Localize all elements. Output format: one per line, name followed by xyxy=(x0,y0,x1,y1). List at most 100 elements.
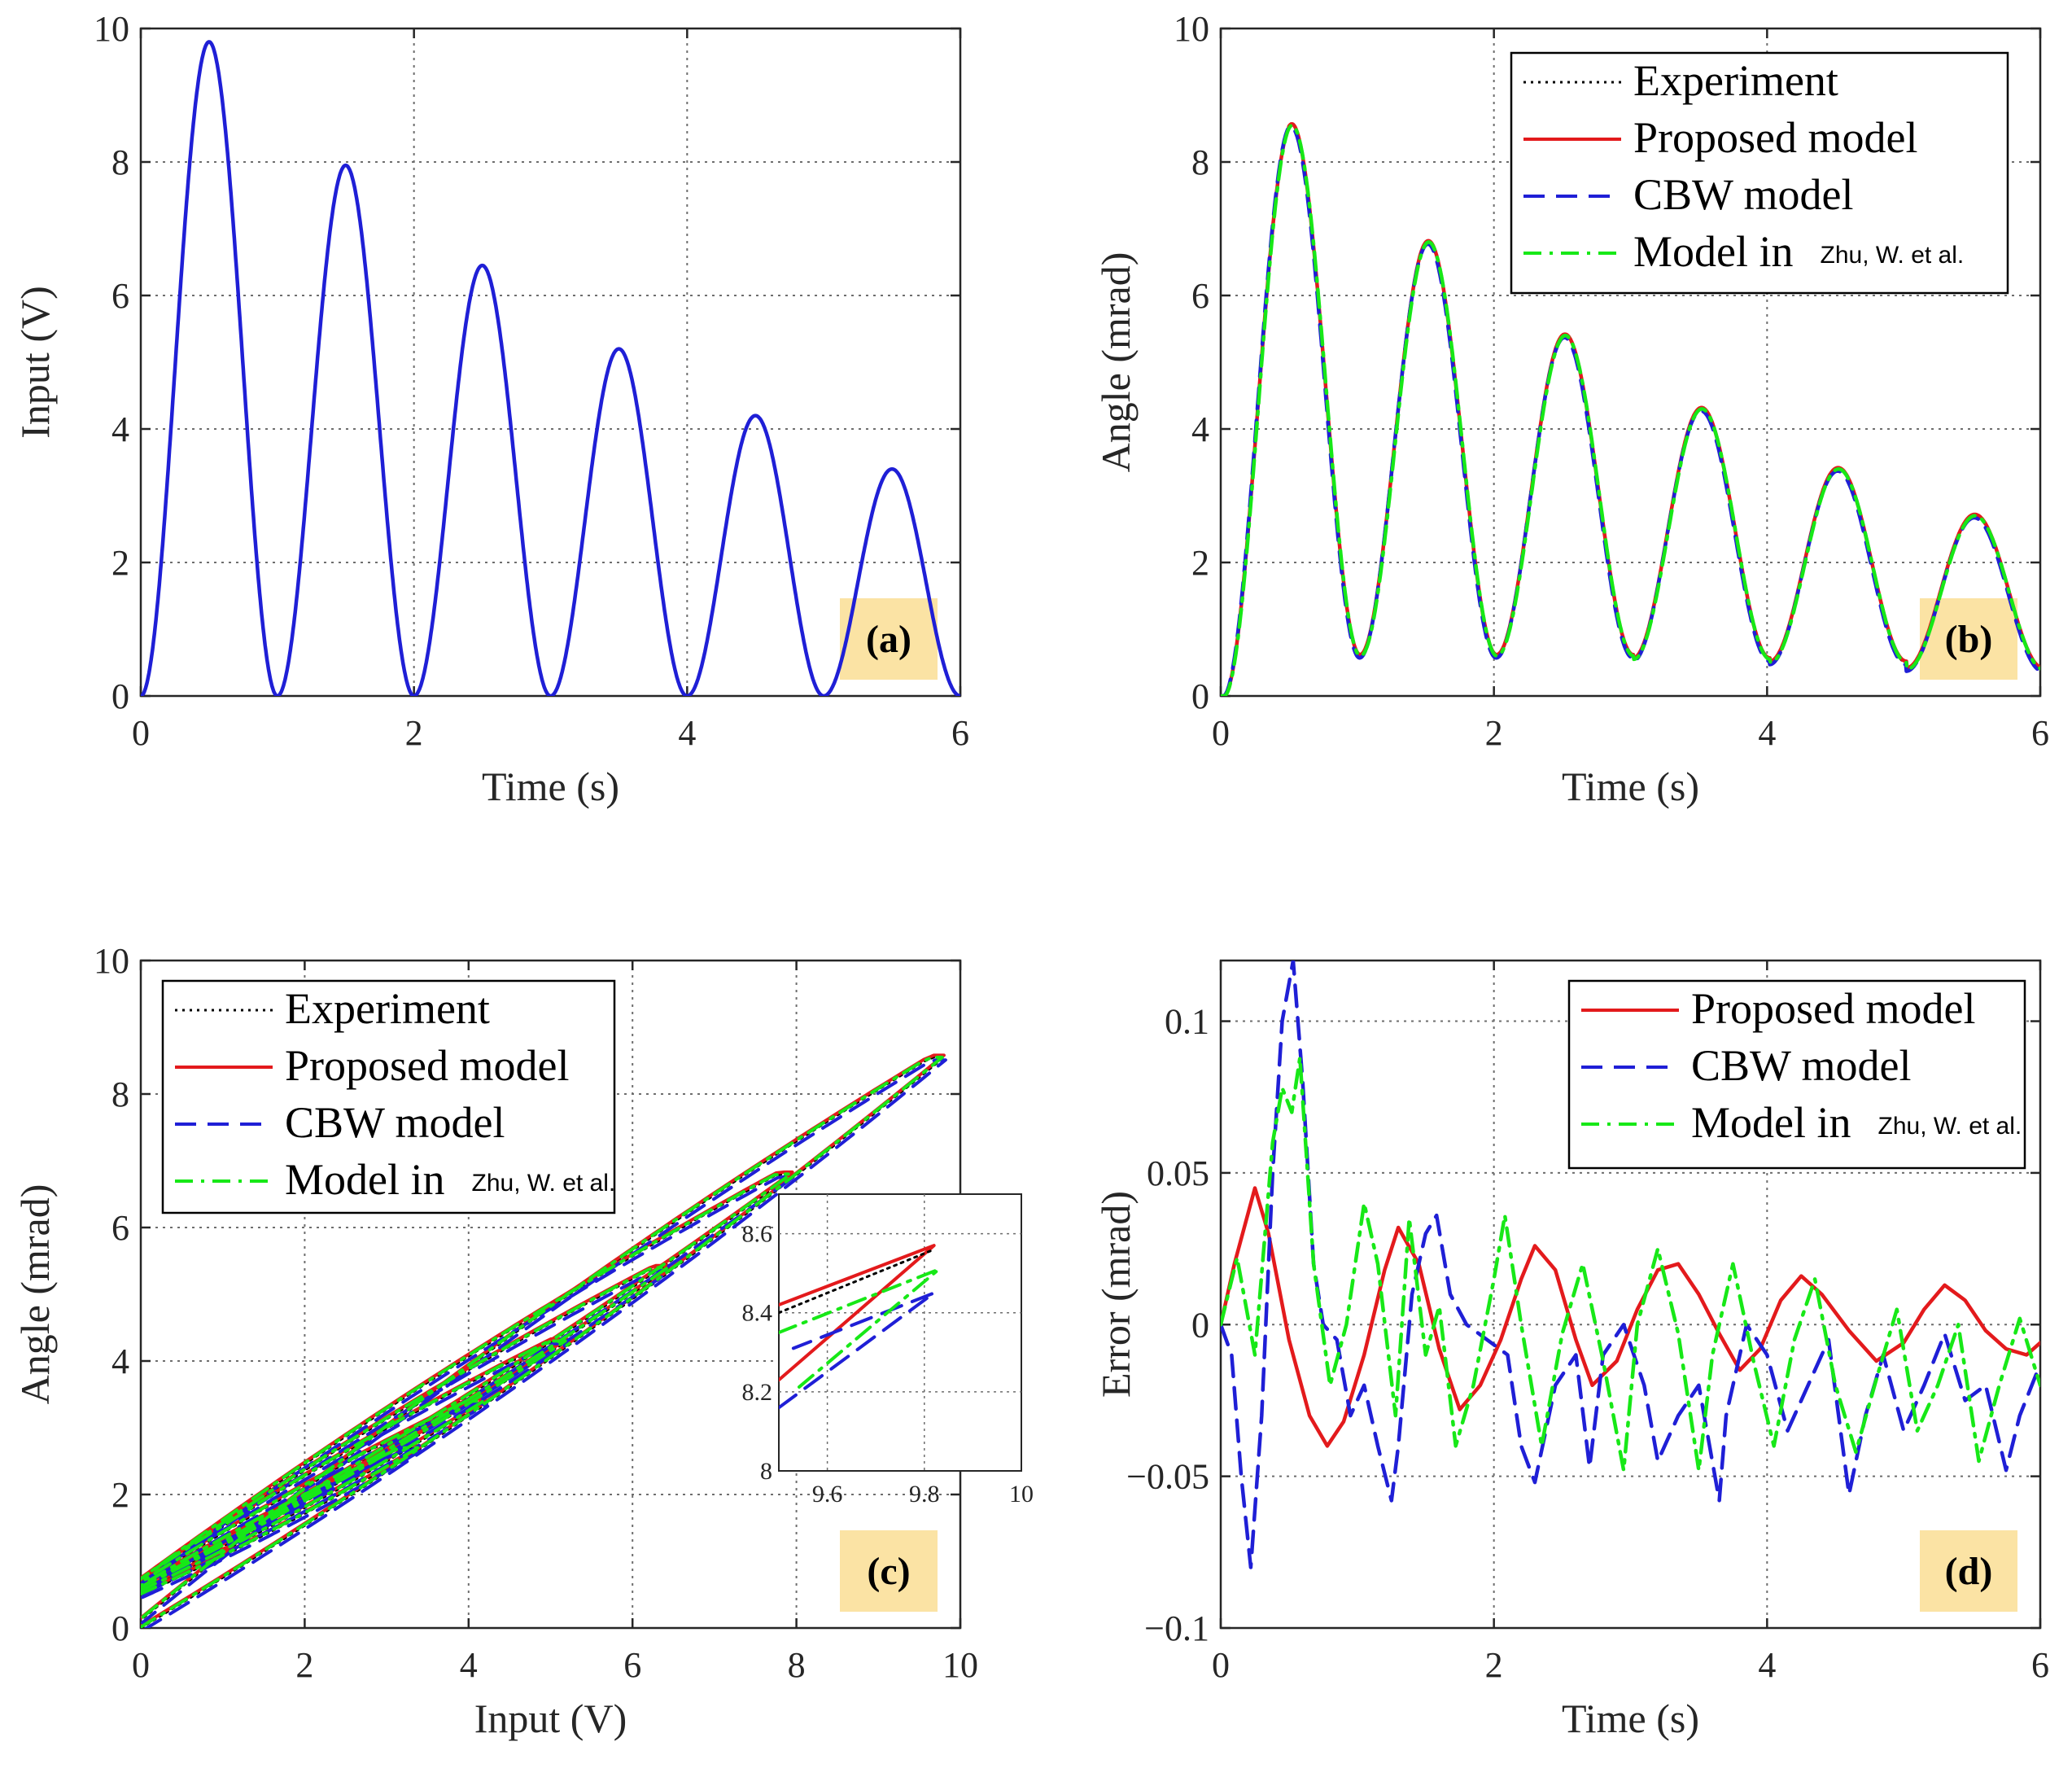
x-tick-label: 6 xyxy=(2031,1645,2049,1685)
x-axis-label: Time (s) xyxy=(1562,764,1699,809)
legend-citation: Zhu, W. et al. xyxy=(472,1170,616,1197)
badge-background xyxy=(1920,1530,2017,1612)
y-tick-label: 10 xyxy=(1174,9,1209,49)
x-tick-label: 6 xyxy=(2031,713,2049,753)
legend-citation: Zhu, W. et al. xyxy=(1878,1113,2022,1140)
series-zhu-loop xyxy=(141,1055,944,1628)
panel-badge-c: (c) xyxy=(840,1530,938,1612)
y-tick-label: 6 xyxy=(1191,276,1209,316)
y-tick-label: 0 xyxy=(1191,676,1209,716)
y-tick-label: −0.1 xyxy=(1144,1608,1209,1648)
inset-y-tick-label: 8 xyxy=(760,1458,772,1485)
x-tick-label: 0 xyxy=(132,1645,150,1685)
legend-label: Proposed model xyxy=(285,1041,569,1090)
y-tick-label: 0.1 xyxy=(1165,1002,1209,1042)
y-tick-label: 6 xyxy=(111,1208,129,1248)
plot-frame-d xyxy=(1219,959,2042,1630)
series-proposed-line xyxy=(1221,1186,2040,1448)
x-tick-label: 4 xyxy=(460,1645,478,1685)
y-tick-label: 4 xyxy=(111,409,129,449)
series-zhu-loop xyxy=(141,1399,485,1593)
legend-label: CBW model xyxy=(1633,170,1854,219)
x-tick-label: 4 xyxy=(1758,1645,1776,1685)
legend-box xyxy=(161,979,616,1214)
legend-label: Model in xyxy=(1691,1098,1851,1147)
panel-badge-a: (a) xyxy=(840,598,938,680)
inset-frame xyxy=(778,1193,1022,1472)
panel-d: 0 2 4 6 −0.1 −0.05 0 0.05 0.1 Time (s) Error (mrad… xyxy=(1093,959,2049,1741)
x-tick-label: 4 xyxy=(678,713,696,753)
legend-box xyxy=(1510,51,2009,295)
legend-label: CBW model xyxy=(1691,1041,1912,1090)
x-axis-label: Input (V) xyxy=(474,1696,627,1741)
series-zhu-loops xyxy=(141,1055,944,1628)
panels: 0 2 4 6 0 2 4 6 8 10 Time (s) Input (V) (a) 0 2 4 6 0 2 4 6 8… xyxy=(12,9,2049,1741)
badge-label: (d) xyxy=(1945,1550,1993,1593)
y-tick-label: 6 xyxy=(111,276,129,316)
inset-x-tick-label: 9.6 xyxy=(812,1481,843,1508)
y-axis-label: Angle (mrad) xyxy=(1093,252,1139,473)
y-tick-label: 4 xyxy=(111,1341,129,1381)
y-tick-label: 0.05 xyxy=(1147,1153,1209,1193)
legend-box xyxy=(1567,979,2026,1170)
series-zhu-line xyxy=(1221,123,2040,696)
x-tick-label: 2 xyxy=(405,713,423,753)
x-tick-label: 8 xyxy=(788,1645,806,1685)
inset-cbw-line xyxy=(779,1291,936,1410)
inset-y-tick-label: 8.4 xyxy=(742,1300,773,1327)
y-tick-label: 2 xyxy=(111,1475,129,1515)
inset-experiment-line xyxy=(779,1248,936,1315)
legend-b: Experiment Proposed model CBW model Model i… xyxy=(1510,51,2009,295)
legend-d: Proposed model CBW model Model in Zhu, W. … xyxy=(1567,979,2026,1170)
inset-zoom: 9.6 9.8 10 8 8.2 8.4 8.6 xyxy=(742,1193,1034,1508)
panel-badge-b: (b) xyxy=(1920,598,2017,680)
series-zhu-loop xyxy=(141,1172,793,1589)
x-axis-label: Time (s) xyxy=(482,764,619,809)
series-zhu-line xyxy=(1221,1056,2040,1473)
x-tick-label: 2 xyxy=(1485,713,1503,753)
x-tick-label: 6 xyxy=(623,1645,641,1685)
legend-label: Model in xyxy=(1633,227,1794,276)
x-tick-label: 0 xyxy=(132,713,150,753)
y-axis-label: Error (mrad) xyxy=(1093,1191,1139,1398)
y-tick-label: 0 xyxy=(111,1608,129,1648)
inset-y-tick-label: 8.2 xyxy=(742,1379,773,1406)
series-cbw-line xyxy=(1221,125,2040,696)
x-tick-label: 6 xyxy=(951,713,969,753)
y-axis-label: Angle (mrad) xyxy=(12,1184,58,1405)
panel-b: 0 2 4 6 0 2 4 6 8 10 Time (s) Angle (mrad) (b) Experi… xyxy=(1093,9,2049,809)
y-axis-label: Input (V) xyxy=(12,286,58,438)
inset-x-tick-label: 10 xyxy=(1009,1481,1034,1508)
x-axis-label: Time (s) xyxy=(1562,1696,1699,1741)
y-tick-label: 4 xyxy=(1191,409,1209,449)
y-tick-label: 0 xyxy=(111,676,129,716)
badge-label: (a) xyxy=(866,618,911,661)
y-tick-label: −0.05 xyxy=(1126,1457,1209,1497)
legend-label: CBW model xyxy=(285,1098,505,1147)
badge-label: (c) xyxy=(867,1550,910,1593)
panel-a: 0 2 4 6 0 2 4 6 8 10 Time (s) Input (V) (a) xyxy=(12,9,969,809)
y-tick-label: 10 xyxy=(94,9,129,49)
y-tick-label: 8 xyxy=(1191,142,1209,182)
grid-a xyxy=(141,28,960,696)
inset-x-tick-label: 9.8 xyxy=(909,1481,940,1508)
y-tick-label: 8 xyxy=(111,1074,129,1114)
inset-y-tick-label: 8.6 xyxy=(742,1221,773,1248)
x-tick-label: 4 xyxy=(1758,713,1776,753)
y-tick-label: 2 xyxy=(1191,543,1209,583)
legend-c: Experiment Proposed model CBW model Model i… xyxy=(161,979,616,1214)
panel-c: 0 2 4 6 8 10 0 2 4 6 8 10 Input (V) Angle (mrad) (c) Ex… xyxy=(12,941,1034,1741)
legend-label: Model in xyxy=(285,1155,445,1204)
panel-badge-d: (d) xyxy=(1920,1530,2017,1612)
x-tick-label: 0 xyxy=(1212,713,1230,753)
series-zhu-loop xyxy=(141,1446,420,1596)
x-tick-label: 0 xyxy=(1212,1645,1230,1685)
legend-label: Experiment xyxy=(1633,56,1838,105)
y-tick-label: 2 xyxy=(111,543,129,583)
y-tick-label: 10 xyxy=(94,941,129,981)
series-cbw-loop xyxy=(141,1448,423,1600)
legend-citation: Zhu, W. et al. xyxy=(1821,242,1965,269)
inset-zhu-line xyxy=(779,1267,941,1394)
series-zhu-loop xyxy=(141,1266,670,1590)
